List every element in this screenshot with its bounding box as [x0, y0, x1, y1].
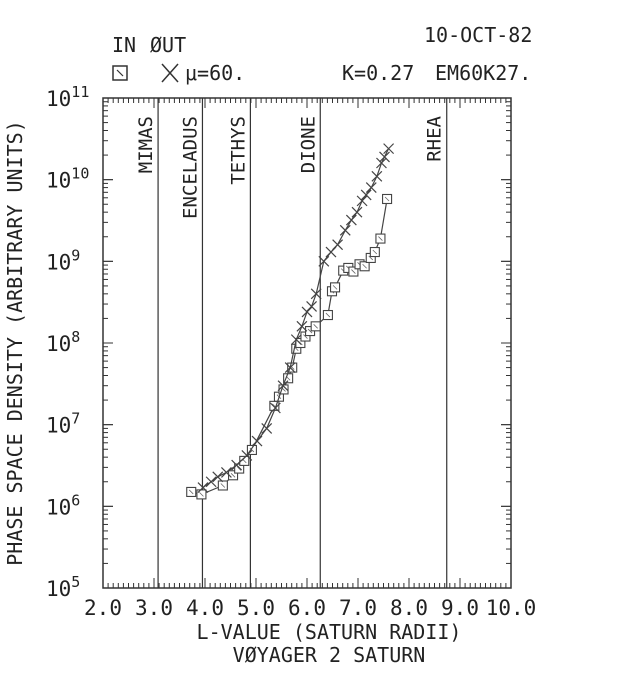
y-tick-label: 108	[46, 328, 80, 356]
date-label: 10-OCT-82	[424, 23, 532, 47]
mu-label: μ=60.	[185, 61, 245, 85]
x-axis-label-2: VØYAGER 2 SATURN	[233, 643, 426, 667]
series-line-in	[191, 198, 388, 496]
marker-x	[310, 288, 322, 300]
y-tick-label: 107	[46, 410, 80, 438]
marker-x	[197, 482, 209, 493]
k-label: K=0.27	[342, 61, 414, 85]
marker-x	[220, 467, 232, 478]
marker-square	[375, 233, 386, 244]
data-series	[186, 143, 395, 500]
x-tick-label: 6.0	[288, 596, 326, 620]
marker-x	[379, 151, 390, 163]
y-tick-label: 1011	[46, 83, 89, 111]
legend-out-label: ØUT	[150, 33, 186, 57]
moon-lines: MIMAS ENCELADUS TETHYS DIONE RHEA	[135, 98, 448, 588]
y-tick-label: 109	[46, 246, 80, 274]
marker-x	[376, 157, 387, 169]
marker-square	[369, 246, 380, 258]
marker-x	[284, 362, 296, 374]
y-tick-label: 105	[46, 573, 80, 601]
marker-x	[318, 255, 330, 267]
marker-x	[269, 402, 281, 414]
moon-label-mimas: MIMAS	[135, 116, 157, 173]
legend-square-marker	[112, 65, 128, 81]
moon-label-tethys: TETHYS	[227, 116, 249, 185]
marker-x	[231, 459, 243, 471]
marker-x	[332, 239, 344, 251]
y-tick-labels: 105 106 107 108 109 1010 1011	[46, 83, 89, 601]
moon-label-dione: DIONE	[297, 116, 319, 173]
moon-label-enceladus: ENCELADUS	[179, 116, 201, 219]
x-tick-labels: 2.0 3.0 4.0 5.0 6.0 7.0 8.0 9.0 10.0	[84, 596, 536, 620]
marker-x	[356, 195, 368, 207]
marker-x	[371, 170, 383, 182]
marker-x	[290, 334, 302, 346]
x-tick-label: 3.0	[135, 596, 173, 620]
marker-x	[351, 206, 363, 218]
marker-square	[348, 266, 359, 277]
run-label: EM60K27.	[435, 61, 531, 85]
marker-x	[261, 422, 273, 434]
x-tick-label: 9.0	[441, 596, 479, 620]
y-tick-label: 106	[46, 491, 80, 519]
marker-square	[186, 486, 197, 498]
marker-x	[241, 450, 253, 461]
marker-square	[382, 193, 393, 205]
marker-x	[360, 189, 372, 201]
marker-x	[212, 471, 224, 483]
marker-square	[329, 282, 341, 293]
marker-x	[306, 301, 318, 312]
moon-label-rhea: RHEA	[424, 115, 446, 161]
marker-x	[365, 182, 377, 194]
marker-x	[383, 143, 395, 155]
marker-square	[322, 309, 333, 321]
x-tick-label: 8.0	[390, 596, 428, 620]
marker-square	[196, 489, 207, 500]
marker-square	[359, 261, 370, 272]
axis-ticks	[102, 97, 512, 589]
marker-x	[345, 214, 357, 226]
marker-x	[251, 435, 263, 447]
marker-square	[234, 463, 245, 474]
marker-x	[301, 306, 313, 318]
marker-x	[296, 320, 308, 332]
x-tick-label: 4.0	[186, 596, 224, 620]
x-axis-label: L-VALUE (SATURN RADII)	[197, 620, 462, 644]
x-tick-label: 7.0	[339, 596, 377, 620]
marker-square	[310, 321, 321, 332]
x-tick-label: 2.0	[84, 596, 122, 620]
legend-in-label: IN	[112, 33, 136, 57]
marker-square	[217, 480, 228, 491]
y-tick-label: 1010	[46, 165, 89, 193]
marker-x	[205, 476, 217, 488]
x-tick-label: 5.0	[237, 596, 275, 620]
legend-x-marker	[161, 63, 179, 83]
x-tick-label: 10.0	[486, 596, 537, 620]
marker-x	[277, 380, 289, 392]
marker-x	[339, 224, 351, 236]
legend-square-inner-mark	[116, 69, 124, 77]
y-axis-label: PHASE SPACE DENSITY (ARBITRARY UNITS)	[3, 120, 27, 566]
